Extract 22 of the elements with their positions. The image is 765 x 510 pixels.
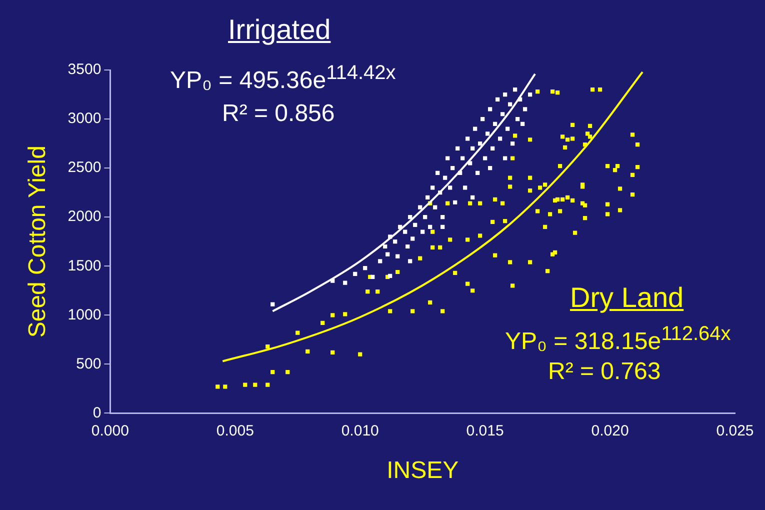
series-label: Dry Land: [570, 282, 684, 314]
annotation: YP₀ = 318.15e$^{112.64x}$: [505, 323, 731, 356]
annotation: R² = 0.763: [548, 358, 661, 386]
x-tick-label: 0.000: [91, 422, 129, 440]
x-tick-label: 0.010: [341, 422, 379, 440]
annotation: YP₀ = 495.36e$^{114.42x}$: [170, 62, 396, 95]
y-tick-label: 2500: [68, 159, 102, 176]
x-tick-label: 0.025: [716, 422, 754, 440]
x-tick-label: 0.005: [216, 422, 254, 440]
x-tick-label: 0.015: [466, 422, 504, 440]
annotation: R² = 0.856: [222, 100, 335, 128]
y-axis-title: Seed Cotton Yield: [24, 146, 52, 338]
y-tick-label: 0: [92, 404, 102, 422]
y-tick-label: 2000: [68, 208, 102, 226]
text: Irrigated: [228, 14, 331, 46]
y-tick-label: 3000: [68, 110, 102, 128]
y-tick-label: 1500: [68, 257, 102, 274]
x-axis-title: INSEY: [386, 457, 459, 484]
x-tick-label: 0.020: [591, 422, 629, 440]
y-tick-label: 500: [76, 355, 102, 372]
y-tick-label: 3500: [68, 61, 102, 78]
y-tick-label: 1000: [68, 306, 102, 324]
